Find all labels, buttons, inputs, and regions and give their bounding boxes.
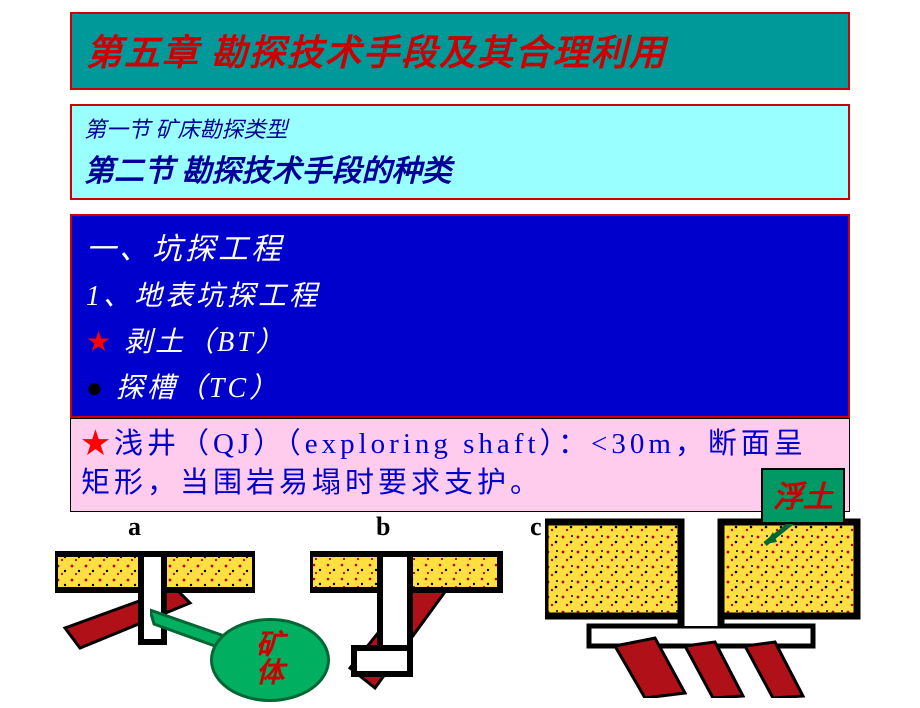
diagram-label-c: c <box>530 512 542 542</box>
content-line-1: 1、地表坑探工程 <box>86 274 834 314</box>
diagram-label-a: a <box>128 512 141 542</box>
content-box: 一、坑探工程 1、地表坑探工程 ★ 剥土（BT） ● 探槽（TC） <box>70 214 850 418</box>
kuangti-l1: 矿 <box>256 632 284 660</box>
callout-kuangti-ellipse: 矿 体 <box>210 618 330 702</box>
star-icon: ★ <box>81 428 114 460</box>
star-icon: ★ <box>86 327 114 358</box>
callout-futu: 浮土 <box>761 468 845 524</box>
content-heading: 一、坑探工程 <box>86 224 834 268</box>
chapter-title-box: 第五章 勘探技术手段及其合理利用 <box>70 12 850 90</box>
section-box: 第一节 矿床勘探类型 第二节 勘探技术手段的种类 <box>70 104 850 200</box>
bullet-icon: ● <box>86 373 106 404</box>
highlight-box: ★浅井（QJ）（exploring shaft）：<30m，断面呈矩形，当围岩易… <box>70 418 850 512</box>
diagram-c <box>545 518 865 698</box>
diagram-b <box>310 548 510 708</box>
bullet-item-text: 探槽（TC） <box>116 373 280 404</box>
qj-text: 浅井（QJ）（exploring shaft）：<30m，断面呈矩形，当围岩易塌… <box>81 428 807 499</box>
section-line-1: 第一节 矿床勘探类型 <box>84 112 836 144</box>
star-item-text: 剥土（BT） <box>124 327 287 358</box>
kuangti-l2: 体 <box>256 660 284 688</box>
content-star-line: ★ 剥土（BT） <box>86 320 834 360</box>
diagram-label-b: b <box>376 512 390 542</box>
callout-futu-text: 浮土 <box>773 481 833 514</box>
content-bullet-line: ● 探槽（TC） <box>86 366 834 406</box>
callout-kuangti: 矿 体 <box>210 618 330 702</box>
highlight-text: ★浅井（QJ）（exploring shaft）：<30m，断面呈矩形，当围岩易… <box>81 425 839 503</box>
diagram-area: a b c <box>0 502 920 702</box>
section-line-2: 第二节 勘探技术手段的种类 <box>84 146 836 190</box>
chapter-title: 第五章 勘探技术手段及其合理利用 <box>86 24 834 76</box>
